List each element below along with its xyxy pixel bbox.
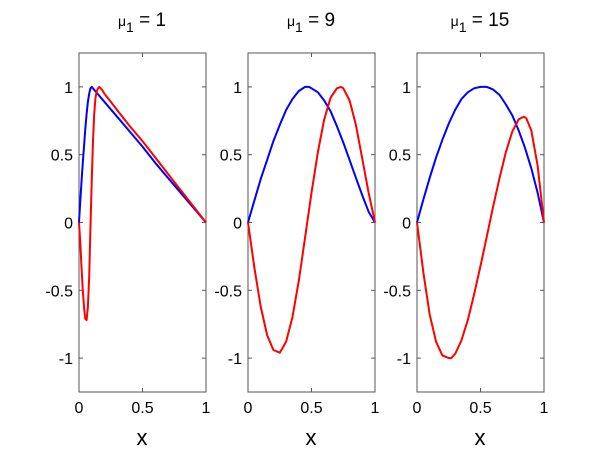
x-tick-label: 0	[75, 400, 84, 417]
title-rest: = 15	[467, 10, 510, 31]
title-subscript: 1	[295, 19, 303, 35]
y-tick-label: -0.5	[45, 283, 73, 300]
x-tick-label: 0	[413, 400, 422, 417]
subplot-mu-9: μ1 = 9 x 0 0.5 1-1-0.500.51	[214, 10, 379, 450]
title-rest: = 9	[303, 10, 335, 31]
y-tick-label: 0	[402, 216, 411, 233]
subplot-title: μ1 = 15	[451, 10, 510, 35]
x-tick-label: 1	[202, 400, 211, 417]
subplot-mu-15: μ1 = 15 x 0 0.5 1-1-0.500.51	[383, 10, 548, 450]
y-tick-label: 1	[233, 80, 242, 97]
x-axis-label: x	[137, 425, 148, 450]
y-tick-label: 1	[402, 80, 411, 97]
series-line-red	[247, 85, 376, 354]
title-subscript: 1	[126, 19, 134, 35]
series-line-blue	[416, 85, 545, 223]
y-tick-label: -0.5	[214, 283, 242, 300]
y-tick-label: 0.5	[220, 148, 242, 165]
series-line-blue	[78, 85, 207, 224]
y-tick-label: -0.5	[383, 283, 411, 300]
x-tick-label: 0	[244, 400, 253, 417]
x-axis-label: x	[475, 425, 486, 450]
subplot-title: μ1 = 9	[287, 10, 335, 35]
y-tick-label: 1	[64, 80, 73, 97]
x-tick-label: 0.5	[131, 400, 153, 417]
y-tick-label: 0	[64, 216, 73, 233]
y-tick-label: -1	[59, 351, 73, 368]
subplot-mu-1: μ1 = 1 x 0 0.5 1-1-0.500.51	[45, 10, 210, 450]
y-tick-label: -1	[397, 351, 411, 368]
series-line-red	[416, 115, 545, 360]
y-tick-label: 0.5	[51, 148, 73, 165]
title-subscript: 1	[459, 19, 467, 35]
title-symbol: μ	[287, 13, 295, 29]
title-symbol: μ	[451, 13, 459, 29]
title-rest: = 1	[134, 10, 166, 31]
x-tick-label: 1	[540, 400, 549, 417]
subplot-title: μ1 = 1	[118, 10, 166, 35]
x-axis-label: x	[306, 425, 317, 450]
series-line-blue	[247, 85, 376, 224]
x-tick-label: 0.5	[300, 400, 322, 417]
y-tick-label: -1	[228, 351, 242, 368]
y-tick-label: 0	[233, 216, 242, 233]
y-tick-label: 0.5	[389, 148, 411, 165]
series-line-red	[78, 85, 207, 322]
x-tick-label: 1	[371, 400, 380, 417]
x-tick-label: 0.5	[469, 400, 491, 417]
title-symbol: μ	[118, 13, 126, 29]
